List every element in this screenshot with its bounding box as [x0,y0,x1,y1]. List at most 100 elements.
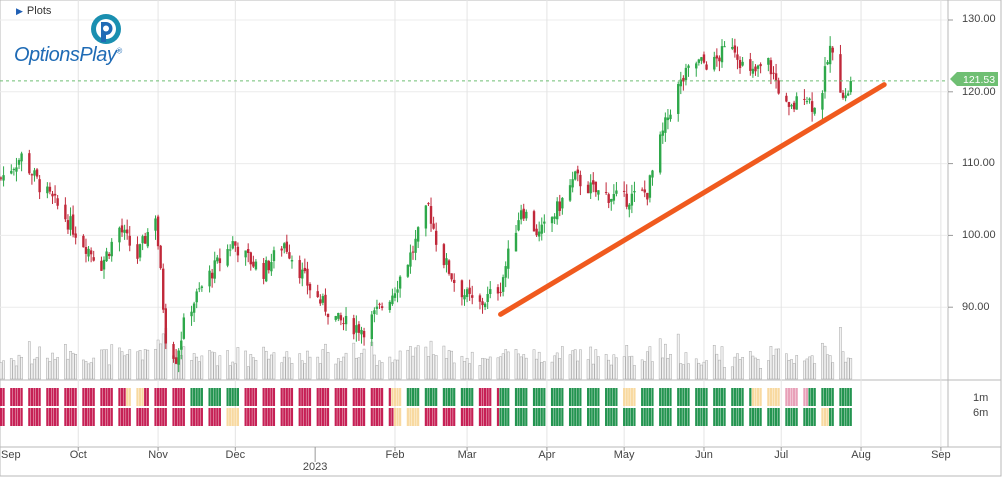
rating-stripe [182,408,185,426]
rating-stripe [53,388,57,406]
rating-stripe [391,388,394,406]
rating-stripe [453,388,456,406]
volume-bar [432,354,435,380]
rating-stripe [82,388,85,406]
rating-stripe [136,388,139,406]
rating-stripe [373,388,376,406]
candle [625,184,628,210]
volume-bar [84,361,88,380]
candle [162,263,165,314]
volume-bar [679,363,683,380]
rating-stripe [435,388,438,406]
rating-stripe [247,408,250,426]
volume-bar [282,356,286,380]
candle [411,245,415,260]
rating-stripe [326,408,330,426]
rating-stripe [56,388,59,406]
rating-stripe [164,408,167,426]
candle [478,293,482,310]
volume-bar [540,362,544,380]
rating-stripe [17,408,21,426]
rating-stripe [514,388,518,406]
rating-stripe [684,408,688,426]
rating-stripe [319,388,322,406]
rating-stripe [754,408,757,426]
rating-stripe [162,388,165,406]
candle [396,280,399,303]
rating-stripe [723,408,726,426]
candle [393,287,397,302]
plots-menu-button[interactable]: ▶ Plots [16,5,51,17]
candle [123,224,126,240]
volume-bar [669,354,672,380]
volume-bar [143,349,147,380]
rating-stripe [427,388,430,406]
rating-stripe [630,388,633,406]
rating-stripe [388,408,391,426]
candle [234,241,237,252]
candle [486,286,489,309]
support-trendline[interactable] [498,82,887,317]
candle [695,61,698,77]
volume-bar [468,363,471,380]
volume-bar [208,350,211,380]
candle [174,349,178,365]
volume-bar [270,354,273,380]
volume-bar [357,357,361,380]
rating-stripe [592,388,595,406]
rating-stripe [126,388,129,406]
x-tick-label: Sep [931,449,951,461]
rating-stripe [15,388,18,406]
candle [38,175,41,200]
candle [831,46,834,61]
candle [754,64,757,76]
rating-stripe [432,388,435,406]
rating-stripe [360,408,363,426]
volume-bar [486,358,490,380]
rating-stripe [272,408,276,426]
x-tick-label: Apr [538,449,555,461]
rating-stripe [249,388,252,406]
rating-stripe [847,408,850,426]
rating-stripe [787,408,791,426]
rating-stripe [666,408,670,426]
rating-stripe [736,388,739,406]
candle [715,48,719,67]
candle [270,253,273,276]
candle [769,57,773,85]
rating-stripe [767,388,770,406]
rating-stripe [502,388,505,406]
rating-stripe [195,408,198,426]
volume-bar [697,362,701,380]
rating-stripe [502,408,505,426]
volume-bar [285,351,289,380]
rating-stripe [280,408,283,426]
volume-bar [56,357,59,380]
volume-bar [633,365,636,380]
candle [324,288,327,316]
rating-stripe [17,388,21,406]
rating-stripe [69,388,72,406]
volume-bar [774,348,778,380]
rating-stripe [687,408,690,426]
rating-stripe [123,408,126,426]
candle [774,63,778,89]
volume-bar [561,346,564,380]
volume-bar [210,351,214,380]
volume-bar [648,346,652,380]
candle [561,197,564,215]
volume-bar [705,360,708,380]
current-price-tag: 121.53 [950,72,998,86]
volume-bar [535,358,538,380]
rating-stripe [659,388,662,406]
rating-stripe [138,408,142,426]
rating-labels: 1m 6m [973,392,988,419]
volume-bar [452,362,456,380]
volume-bar [615,357,618,380]
rating-stripe [370,388,373,406]
rating-stripe [0,388,3,406]
volume-bar [609,364,613,380]
rating-stripe [520,408,523,426]
candle [579,170,582,196]
